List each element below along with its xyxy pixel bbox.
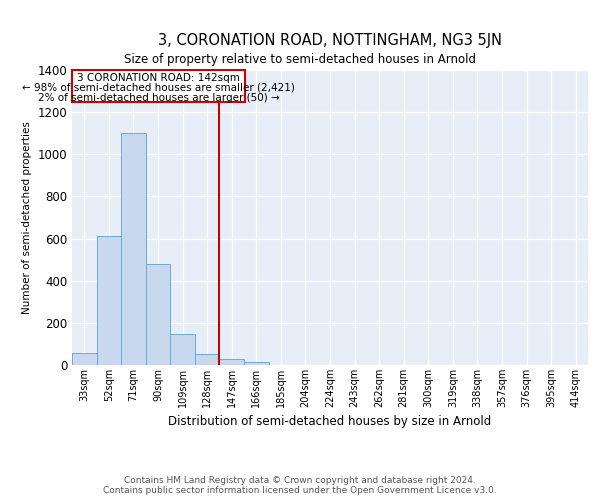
- Bar: [195, 354, 220, 365]
- Text: ← 98% of semi-detached houses are smaller (2,421): ← 98% of semi-detached houses are smalle…: [22, 83, 295, 93]
- Text: Size of property relative to semi-detached houses in Arnold: Size of property relative to semi-detach…: [124, 52, 476, 66]
- Y-axis label: Number of semi-detached properties: Number of semi-detached properties: [22, 121, 32, 314]
- Bar: [220, 359, 244, 365]
- Title: 3, CORONATION ROAD, NOTTINGHAM, NG3 5JN: 3, CORONATION ROAD, NOTTINGHAM, NG3 5JN: [158, 33, 502, 48]
- Text: 2% of semi-detached houses are larger (50) →: 2% of semi-detached houses are larger (5…: [38, 92, 280, 102]
- Bar: [146, 264, 170, 365]
- Text: Contains HM Land Registry data © Crown copyright and database right 2024.
Contai: Contains HM Land Registry data © Crown c…: [103, 476, 497, 495]
- Text: 3 CORONATION ROAD: 142sqm: 3 CORONATION ROAD: 142sqm: [77, 73, 240, 83]
- Bar: [121, 133, 146, 365]
- Bar: [97, 236, 121, 365]
- X-axis label: Distribution of semi-detached houses by size in Arnold: Distribution of semi-detached houses by …: [169, 416, 491, 428]
- Bar: [244, 362, 269, 365]
- Bar: [72, 354, 97, 365]
- Bar: [170, 334, 195, 365]
- FancyBboxPatch shape: [72, 70, 245, 102]
